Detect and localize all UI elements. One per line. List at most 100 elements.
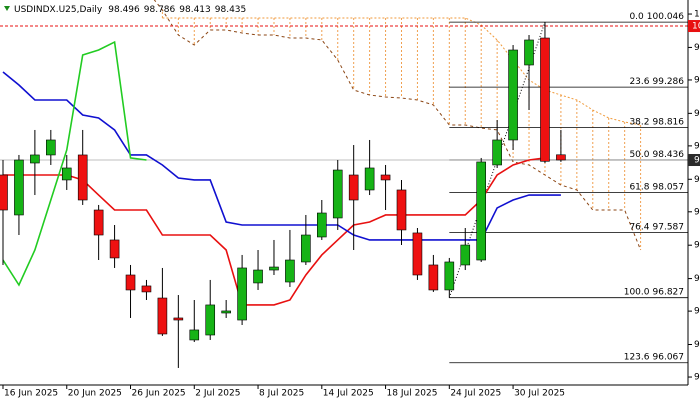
candle-body [524,39,534,66]
fib-level-label: 123.6 96.067 [624,352,684,362]
candle-body [141,285,152,293]
candle-body [540,37,550,162]
candle-body [301,234,311,263]
candle-body [253,269,263,284]
y-tick-label: 97.440 [694,241,700,251]
x-tick-label: 26 Jun 2025 [132,389,186,399]
candle-body [269,266,279,271]
candle-body [428,264,439,291]
candle-body [460,244,471,266]
candle-body [332,169,343,219]
candle-body [61,167,72,181]
x-tick-label: 8 Jul 2025 [259,389,304,399]
fib-value: 98.436 [653,149,685,159]
reference-price-label: 100.000 [692,22,700,32]
fib-level: 100.0 [624,287,650,297]
fib-value: 98.057 [653,182,685,192]
fib-level: 50.0 [629,149,649,159]
candle-body [30,154,40,164]
candle-body [189,329,200,341]
cloud-span-b [153,0,642,251]
candle-body [380,174,391,181]
fib-value: 99.286 [653,77,685,87]
y-tick-label: 98.600 [694,141,700,151]
candle-body [476,161,487,261]
fib-value: 98.816 [653,117,685,127]
y-tick-label: 97.050 [694,274,700,284]
y-tick-label: 99.370 [694,75,700,85]
candle-body [396,189,407,231]
y-tick-label: 97.830 [694,207,700,217]
reference-price-box [688,20,700,33]
fib-level-label: 61.8 98.057 [629,182,684,192]
fib-level: 23.6 [629,77,649,87]
current-price-label: 98.435 [694,156,700,166]
candle-body [109,239,120,259]
candle-body [221,310,231,314]
candle-body [444,261,455,291]
candle-body [492,139,502,166]
y-tick-label: 95.900 [694,373,700,383]
fib-value: 96.827 [653,287,685,297]
candle-body [125,274,136,291]
y-tick-label: 96.670 [694,307,700,317]
high-value: 98.786 [144,5,176,15]
fib-level-label: 38.2 98.816 [629,117,684,127]
candle-body [77,154,88,201]
current-price-box [688,154,700,167]
candle-body [0,174,8,211]
fib-level: 38.2 [629,117,649,127]
low-value: 98.413 [179,5,211,15]
x-tick-label: 24 Jul 2025 [450,389,501,399]
x-tick-label: 18 Jul 2025 [387,389,438,399]
candle-body [46,139,56,156]
fib-value: 97.587 [653,222,685,232]
close-value: 98.435 [215,5,247,15]
candle-body [205,304,216,336]
cloud-span-a [162,17,641,126]
fib-level: 61.8 [629,182,649,192]
y-tick-label: 98.210 [694,175,700,185]
x-tick-label: 2 Jul 2025 [195,389,240,399]
fib-level: 76.4 [629,222,649,232]
fib-level-label: 0.0 100.046 [629,12,684,22]
y-tick-label: 100.140 [694,10,700,20]
fib-level: 0.0 [629,12,644,22]
candle-body [14,159,24,216]
x-tick-label: 16 Jun 2025 [4,389,58,399]
fib-value: 100.046 [647,12,684,22]
fib-level-label: 23.6 99.286 [629,77,684,87]
open-value: 98.496 [108,5,140,15]
y-tick-label: 96.280 [694,340,700,350]
candle-body [173,317,184,321]
candle-body [412,232,423,276]
candle-body [93,209,104,236]
candle-body [157,297,168,335]
y-tick-label: 99.750 [694,43,700,53]
indicator-line [2,40,147,287]
candle-body [316,212,327,238]
candle-body [556,154,566,161]
candle-body [237,267,247,321]
chart-title: USDINDX.U25,Daily [14,5,103,15]
x-tick-label: 20 Jun 2025 [68,389,122,399]
x-tick-label: 14 Jul 2025 [323,389,374,399]
fib-value: 96.067 [653,352,685,362]
candle-body [348,174,359,201]
axes: 100.140 99.750 99.370 98.980 98.600 98.210 97.… [2,10,700,399]
y-tick-label: 98.980 [694,109,700,119]
fib-level-label: 50.0 98.436 [629,149,684,159]
indicator-line [3,157,546,306]
fib-level-label: 76.4 97.587 [629,222,684,232]
plot-area [0,0,688,368]
candle-body [285,259,295,283]
fib-level: 123.6 [624,352,650,362]
x-tick-label: 30 Jul 2025 [514,389,565,399]
indicator-line [2,71,561,241]
candle-body [508,49,518,141]
fib-level-label: 100.0 96.827 [624,287,684,297]
symbol-icon [4,6,10,11]
chart-header: USDINDX.U25,Daily 98.496 98.786 98.413 98.43… [14,5,246,15]
candle-body [364,167,375,191]
